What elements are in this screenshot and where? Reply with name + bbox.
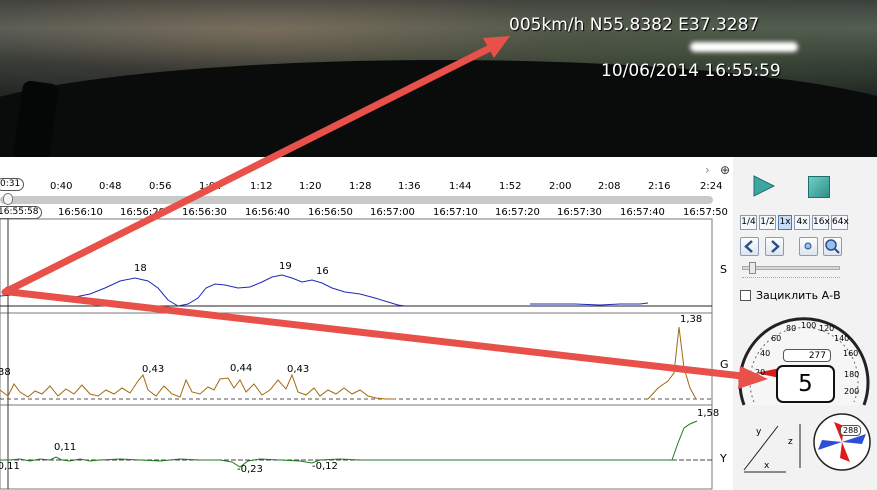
speed-needle — [756, 368, 780, 378]
loop-ab-checkbox[interactable]: Зациклить А-В — [740, 289, 841, 302]
y-value-label: -0,12 — [312, 461, 338, 472]
offset-tick: 1:28 — [349, 181, 372, 192]
timeline-scrollbar[interactable] — [0, 196, 713, 204]
slider-thumb[interactable] — [749, 262, 756, 274]
offset-tick: 2:00 — [549, 181, 572, 192]
slider-ticks — [742, 277, 840, 280]
speed-button-half[interactable]: 1/2 — [759, 215, 776, 230]
y-series — [0, 420, 698, 468]
svg-text:z: z — [788, 437, 793, 447]
zoom-in-button[interactable] — [823, 237, 842, 256]
time-tick: 16:57:20 — [495, 207, 540, 218]
current-offset-badge: 0:31 — [0, 178, 25, 191]
odometer: 277 — [783, 349, 831, 362]
speed-value-label: 19 — [279, 261, 292, 272]
time-tick: 16:57:10 — [433, 207, 478, 218]
magnifier-small-icon — [804, 242, 812, 250]
loop-ab-label: Зациклить А-В — [756, 289, 841, 302]
offset-tick: 0:56 — [149, 181, 172, 192]
chevron-right-icon — [771, 240, 780, 253]
offset-tick: 1:44 — [449, 181, 472, 192]
speed-readout: 5 — [776, 365, 835, 403]
dial-tick: 160 — [843, 349, 859, 358]
offset-tick: 0:40 — [50, 181, 73, 192]
telemetry-graphs: S G Y 18 19 16 1,38 0,43 0,44 0,43 38 1,… — [0, 218, 733, 490]
offset-tick: 0:48 — [99, 181, 122, 192]
time-tick: 16:56:30 — [182, 207, 227, 218]
dial-tick: 20 — [755, 368, 766, 377]
speed-button-64x[interactable]: 64x — [831, 215, 849, 230]
prev-frame-button[interactable] — [740, 237, 759, 256]
svg-text:y: y — [756, 427, 762, 437]
dial-tick: 60 — [771, 334, 782, 343]
volume-slider[interactable] — [740, 262, 842, 282]
osd-speed-coords: 005km/h N55.8382 E37.3287 — [509, 15, 760, 35]
speed-value-label: 16 — [316, 266, 329, 277]
time-tick: 16:56:50 — [308, 207, 353, 218]
time-tick: 16:56:40 — [245, 207, 290, 218]
zoom-out-button[interactable] — [799, 237, 818, 256]
g-value-label: 0,44 — [230, 363, 253, 374]
offset-tick: 1:04 — [199, 181, 222, 192]
video-frame: 005km/h N55.8382 E37.3287 10/06/2014 16:… — [0, 0, 877, 157]
zoom-in-icon[interactable]: ⊕ — [720, 163, 731, 177]
g-series — [0, 373, 395, 400]
svg-text:x: x — [764, 461, 770, 471]
y-value-label: 1,58 — [697, 408, 720, 419]
dial-tick: 200 — [844, 387, 860, 396]
speed-axis-label: S — [720, 263, 727, 276]
time-tick: 16:56:20 — [120, 207, 165, 218]
speed-button-1x[interactable]: 1x — [778, 215, 792, 230]
axes-icon: y x z — [738, 412, 810, 484]
speed-button-quarter[interactable]: 1/4 — [740, 215, 757, 230]
g-axis-label: G — [720, 358, 729, 371]
osd-redacted-text — [690, 42, 798, 52]
time-tick: 16:57:40 — [620, 207, 665, 218]
speed-button-16x[interactable]: 16x — [812, 215, 830, 230]
compass-icon — [813, 413, 871, 471]
g-value-label: 0,43 — [287, 364, 310, 375]
stop-button[interactable] — [808, 176, 830, 198]
play-button[interactable] — [752, 175, 776, 197]
offset-tick: 2:24 — [700, 181, 723, 192]
timeline-scroll-thumb[interactable] — [3, 193, 13, 205]
offset-tick: 1:36 — [398, 181, 421, 192]
graphs-svg — [0, 218, 713, 490]
speed-button-4x[interactable]: 4x — [794, 215, 810, 230]
time-tick: 16:56:10 — [58, 207, 103, 218]
graph-frame — [0, 218, 713, 490]
g-edge-label: 38 — [0, 367, 11, 378]
checkbox-box[interactable] — [740, 290, 751, 301]
offset-tick: 1:20 — [299, 181, 322, 192]
dial-tick: 40 — [760, 349, 771, 358]
y-value-label: 0,11 — [54, 442, 77, 453]
g-value-label: 1,38 — [680, 314, 703, 325]
offset-tick: 2:16 — [648, 181, 671, 192]
y-edge-label: -0,11 — [0, 461, 20, 472]
magnifier-large-icon — [825, 239, 840, 254]
chevron-right-icon[interactable]: › — [705, 163, 710, 177]
dial-tick: 140 — [834, 334, 850, 343]
offset-tick: 2:08 — [598, 181, 621, 192]
chevron-left-icon — [744, 240, 753, 253]
next-frame-button[interactable] — [765, 237, 784, 256]
dial-tick: 120 — [819, 324, 835, 333]
time-tick: 16:57:30 — [557, 207, 602, 218]
y-axis-label: Y — [720, 452, 727, 465]
dial-tick: 180 — [844, 370, 860, 379]
time-tick: 16:57:00 — [370, 207, 415, 218]
heading-readout: 288 — [840, 425, 862, 436]
offset-tick: 1:52 — [499, 181, 522, 192]
speed-value-label: 18 — [134, 263, 147, 274]
dial-tick: 80 — [786, 324, 797, 333]
offset-tick: 1:12 — [250, 181, 273, 192]
g-value-label: 0,43 — [142, 364, 165, 375]
dial-tick: 100 — [801, 321, 817, 330]
compass — [812, 412, 872, 472]
play-icon — [753, 175, 776, 197]
y-value-label: -0,23 — [237, 464, 263, 475]
osd-datetime: 10/06/2014 16:55:59 — [601, 61, 781, 81]
time-tick: 16:57:50 — [683, 207, 728, 218]
